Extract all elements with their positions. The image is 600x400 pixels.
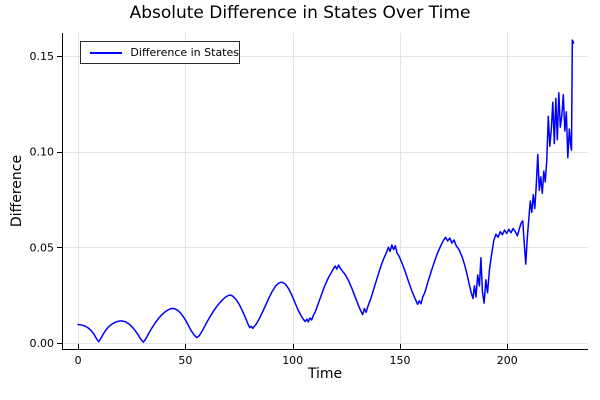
x-tick-label: 50	[178, 354, 192, 367]
x-tick-label: 100	[282, 354, 303, 367]
x-tick-label: 200	[497, 354, 518, 367]
series-layer	[77, 39, 575, 343]
legend-label: Difference in States	[130, 46, 239, 59]
legend: Difference in States	[80, 41, 240, 64]
x-axis-label: Time	[307, 366, 343, 382]
y-tick-label: 0.00	[30, 337, 55, 350]
tick-labels: 0 50 100 150 200 0.00 0.05 0.10 0.15	[30, 50, 518, 367]
y-tick-label: 0.10	[30, 146, 55, 159]
x-tick-label: 150	[390, 354, 411, 367]
y-axis-label: Difference	[9, 154, 25, 228]
legend-line-sample	[90, 51, 123, 54]
chart-title: Absolute Difference in States Over Time	[129, 3, 471, 23]
x-tick-label: 0	[75, 354, 82, 367]
y-tick-label: 0.15	[30, 50, 55, 63]
series-line-difference-in-states	[77, 39, 575, 343]
tick-marks	[57, 56, 508, 349]
y-tick-label: 0.05	[30, 241, 55, 254]
gridlines	[63, 33, 588, 349]
axes	[62, 33, 588, 350]
